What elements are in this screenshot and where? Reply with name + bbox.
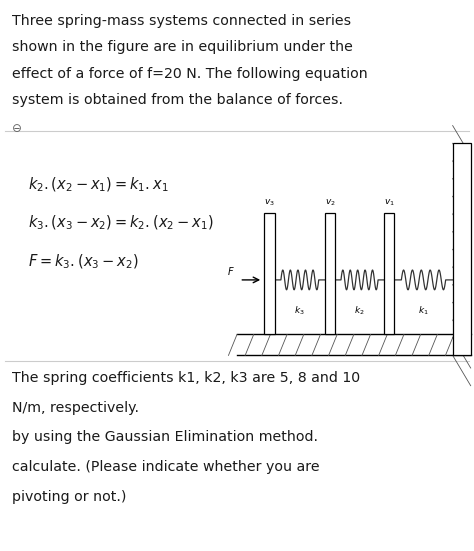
Text: $k_2. (x_2 - x_1) = k_1. x_1$: $k_2. (x_2 - x_1) = k_1. x_1$ <box>28 175 169 193</box>
Text: shown in the figure are in equilibrium under the: shown in the figure are in equilibrium u… <box>12 40 353 54</box>
Text: by using the Gaussian Elimination method.: by using the Gaussian Elimination method… <box>12 430 318 444</box>
Text: $F = k_3. (x_3 - x_2)$: $F = k_3. (x_3 - x_2)$ <box>28 252 139 271</box>
Bar <box>325 213 335 334</box>
Text: N/m, respectively.: N/m, respectively. <box>12 401 139 414</box>
Text: $F$: $F$ <box>227 265 235 277</box>
Bar <box>453 143 471 355</box>
Text: Three spring-mass systems connected in series: Three spring-mass systems connected in s… <box>12 14 351 28</box>
Text: pivoting or not.): pivoting or not.) <box>12 490 126 504</box>
Text: $k_2$: $k_2$ <box>354 305 365 317</box>
Text: $v_1$: $v_1$ <box>384 197 394 208</box>
Text: effect of a force of f=20 N. The following equation: effect of a force of f=20 N. The followi… <box>12 67 368 80</box>
Text: $k_3. (x_3 - x_2) = k_2. (x_2 - x_1)$: $k_3. (x_3 - x_2) = k_2. (x_2 - x_1)$ <box>28 214 214 232</box>
Bar <box>264 213 275 334</box>
Bar <box>384 213 394 334</box>
Text: calculate. (Please indicate whether you are: calculate. (Please indicate whether you … <box>12 460 319 474</box>
Text: The spring coefficients k1, k2, k3 are 5, 8 and 10: The spring coefficients k1, k2, k3 are 5… <box>12 371 360 385</box>
Text: $v_2$: $v_2$ <box>325 197 335 208</box>
Text: $v_3$: $v_3$ <box>264 197 275 208</box>
Text: $k_3$: $k_3$ <box>294 305 305 317</box>
Text: $k_1$: $k_1$ <box>418 305 429 317</box>
Text: system is obtained from the balance of forces.: system is obtained from the balance of f… <box>12 93 343 107</box>
Text: ⊖: ⊖ <box>12 122 22 136</box>
